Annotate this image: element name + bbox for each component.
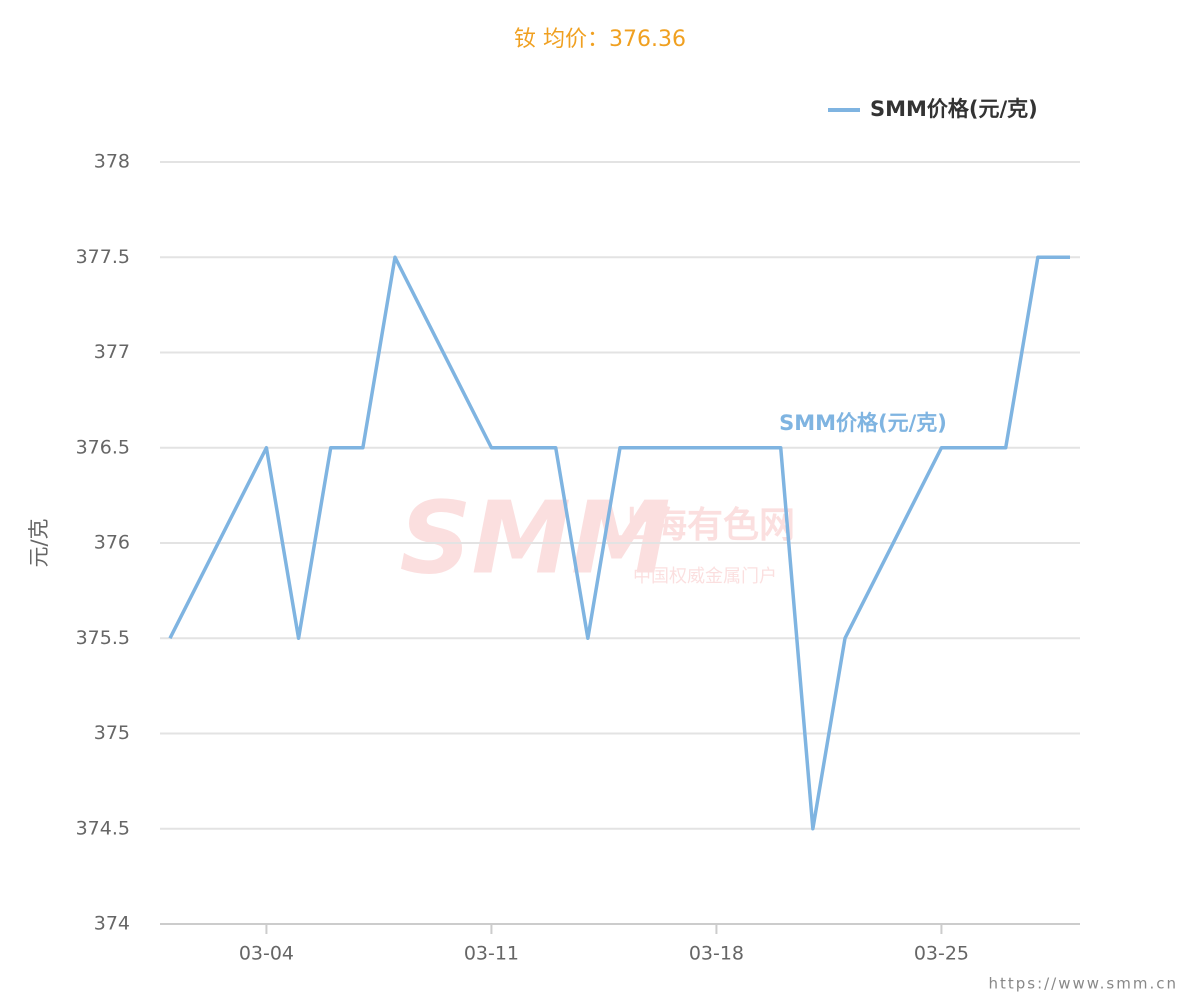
watermark: SMM 上海有色网 中国权威金属门户 [399,479,795,596]
chart-title: 钕 均价：376.36 [514,27,686,52]
y-tick-label: 375.5 [76,627,130,649]
source: https://www.smm.cn [988,975,1178,993]
y-axis-label: 元/克 [27,518,51,567]
watermark-slogan: 中国权威金属门户 [633,566,777,587]
y-tick-label: 376 [94,532,130,554]
legend-label: SMM价格(元/克) [870,97,1038,121]
y-tick-label: 375 [94,722,130,744]
series-line [168,255,1070,831]
legend: SMM价格(元/克) [828,97,1038,121]
x-tick-label: 03-18 [689,943,744,965]
y-tick-label: 374.5 [76,817,130,839]
y-tick-label: 377 [94,341,130,363]
x-tick-label: 03-04 [239,943,294,965]
watermark-brand: SMM [399,479,670,596]
series-label: SMM价格(元/克) [779,411,947,435]
y-tick-label: 376.5 [76,436,130,458]
x-tick-label: 03-25 [914,943,969,965]
x-tick-label: 03-11 [464,943,519,965]
y-tick-label: 378 [94,151,130,173]
watermark-name: 上海有色网 [615,505,795,546]
y-tick-label: 374 [94,913,130,935]
y-tick-label: 377.5 [76,246,130,268]
